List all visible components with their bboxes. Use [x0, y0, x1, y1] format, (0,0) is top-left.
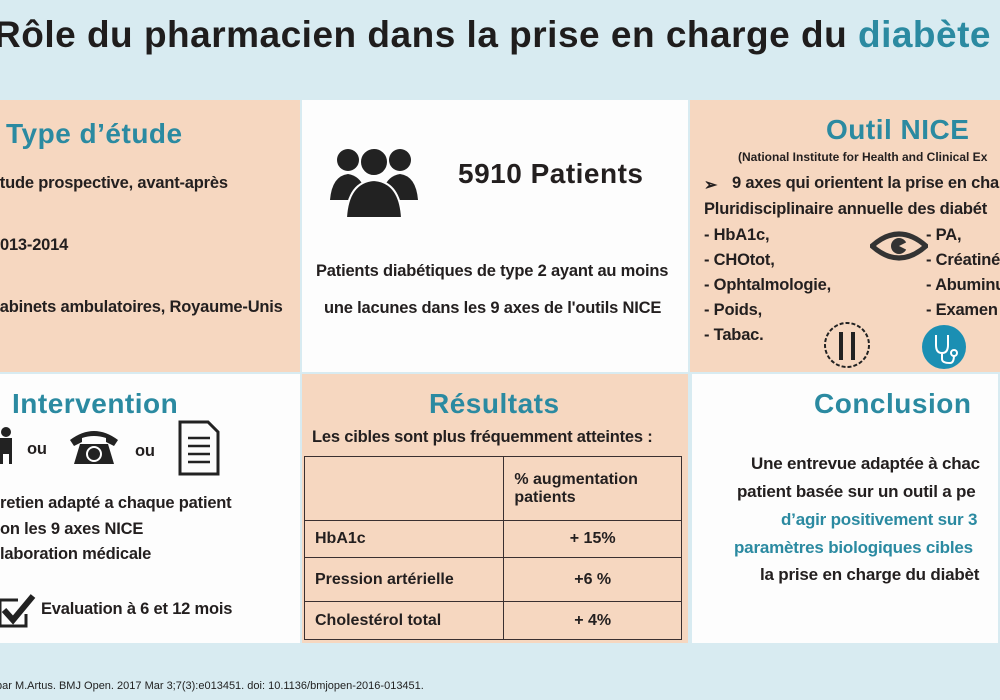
eye-icon	[870, 231, 928, 261]
nice-axis: - Tabac.	[704, 326, 764, 344]
patient-count: 5910 Patients	[458, 158, 644, 189]
nice-axis: - HbA1c,	[704, 226, 770, 244]
intervention-line: on les 9 axes NICE	[0, 520, 144, 538]
conclusion-title: Conclusion	[814, 388, 972, 419]
results-panel: Résultats Les cibles sont plus fréquemme…	[302, 374, 688, 643]
conclusion-line: patient basée sur un outil a pe	[737, 482, 976, 501]
patients-panel: 5910 Patients Patients diabétiques de ty…	[302, 100, 688, 372]
nice-tool-panel: Outil NICE (National Institute for Healt…	[690, 100, 1000, 372]
nice-axis: - Poids,	[704, 301, 762, 319]
consultation-person-icon	[0, 427, 12, 464]
table-header-row: % augmentation patients	[303, 456, 682, 521]
patients-description: Patients diabétiques de type 2 ayant au …	[316, 262, 669, 280]
evaluation-text: Evaluation à 6 et 12 mois	[41, 600, 233, 618]
nice-axis: - Examen	[926, 301, 998, 319]
study-type-title: Type d’étude	[6, 118, 183, 149]
group-people-icon	[330, 147, 418, 218]
nice-intro: 9 axes qui orientent la prise en cha	[732, 174, 999, 192]
intervention-title: Intervention	[12, 388, 179, 419]
table-row: Cholestérol total + 4%	[303, 601, 682, 640]
conclusion-highlight: paramètres biologiques cibles	[734, 538, 973, 557]
intervention-panel: Intervention ou ou retien adapté a chaqu…	[0, 374, 300, 643]
stethoscope-icon	[922, 325, 966, 369]
nice-intro: Pluridisciplinaire annuelle des diabét	[704, 200, 988, 218]
results-table: % augmentation patients HbA1c + 15% Press…	[303, 456, 682, 640]
table-row: HbA1c + 15%	[303, 520, 682, 558]
patients-description: une lacunes dans les 9 axes de l'outils …	[324, 299, 662, 317]
nice-subtitle: (National Institute for Health and Clini…	[738, 150, 988, 164]
results-title: Résultats	[429, 388, 560, 419]
nice-axis: - Créatiné	[926, 251, 1000, 269]
telephone-icon	[70, 431, 118, 464]
intervention-line: laboration médicale	[0, 545, 152, 563]
study-type-panel: Type d’étude Étude prospective, avant-ap…	[0, 100, 300, 372]
page-title: Rôle du pharmacien dans la prise en char…	[0, 14, 992, 55]
citation-footer: par M.Artus. BMJ Open. 2017 Mar 3;7(3):e…	[0, 680, 424, 692]
document-icon	[178, 420, 220, 476]
nice-title: Outil NICE	[826, 114, 970, 145]
intervention-line: retien adapté a chaque patient	[0, 494, 232, 512]
fork-knife-icon	[824, 322, 870, 368]
nice-axis: - Abuminu	[926, 276, 1000, 294]
conclusion-line: Une entrevue adaptée à chac	[751, 454, 980, 473]
or-label: ou	[27, 440, 47, 458]
study-type-item: 2013-2014	[0, 236, 69, 254]
nice-axis: - CHOtot,	[704, 251, 775, 269]
arrow-bullet-icon: ➢	[704, 177, 718, 194]
conclusion-highlight: d’agir positivement sur 3	[781, 510, 978, 529]
conclusion-panel: Conclusion Une entrevue adaptée à chac p…	[692, 374, 998, 643]
checkbox-checked-icon	[0, 594, 36, 628]
study-type-item: Étude prospective, avant-après	[0, 174, 228, 192]
results-subtitle: Les cibles sont plus fréquemment atteint…	[312, 428, 653, 446]
table-row: Pression artérielle +6 %	[303, 557, 682, 602]
nice-axis: - PA,	[926, 226, 962, 244]
nice-axis: - Ophtalmologie,	[704, 276, 831, 294]
study-type-item: Cabinets ambulatoires, Royaume-Unis	[0, 298, 283, 316]
column-header: % augmentation patients	[503, 456, 682, 521]
conclusion-line: la prise en charge du diabèt	[760, 565, 980, 584]
or-label: ou	[135, 442, 155, 460]
